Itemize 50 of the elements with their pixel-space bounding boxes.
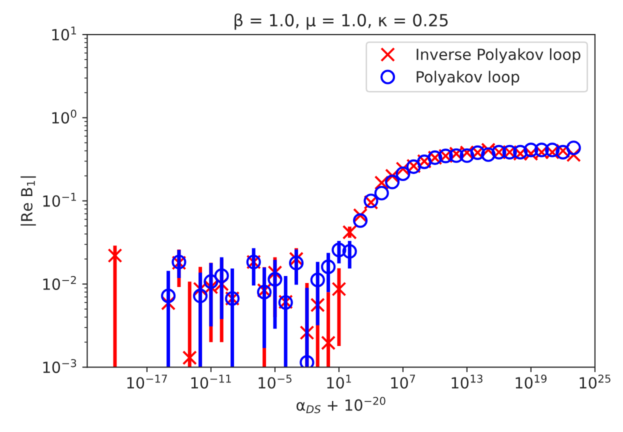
x-tick-label: 10$^{−5}$ (258, 374, 292, 389)
point (193, 288, 208, 304)
point (161, 296, 176, 310)
point (268, 272, 282, 287)
point (268, 265, 282, 280)
point (300, 325, 314, 340)
point (396, 166, 410, 182)
y-tick-label: 10$^{−1}$ (43, 192, 76, 207)
y-tick-label: 10$^{1}$ (52, 26, 76, 40)
y-tick-label: 10$^{−2}$ (43, 276, 76, 290)
legend-label: Polyakov loop (416, 70, 520, 86)
x-tick-label: 10$^{7}$ (391, 374, 415, 389)
x-tick-label: 10$^{−11}$ (191, 374, 231, 389)
chart-title: β = 1.0, μ = 1.0, κ = 0.25 (234, 13, 448, 30)
point (289, 256, 304, 270)
x-tick-label: 10$^{−17}$ (127, 374, 167, 389)
point (353, 208, 368, 223)
point (161, 288, 176, 304)
point (300, 355, 314, 368)
point (374, 186, 389, 200)
point (310, 272, 325, 288)
point (332, 282, 346, 296)
point (353, 213, 368, 228)
point (214, 268, 229, 283)
point (342, 244, 357, 259)
point (321, 260, 336, 274)
point (385, 168, 400, 184)
point (204, 274, 218, 289)
x-tick-label: 10$^{1}$ (327, 374, 351, 389)
point (566, 140, 581, 156)
y-tick-label: 10$^{−3}$ (43, 359, 76, 374)
point (566, 148, 581, 162)
point (289, 252, 304, 266)
y-axis-title: |Re B$_{1}$| (20, 176, 36, 226)
point (332, 242, 346, 258)
x-tick-label: 10$^{25}$ (580, 374, 610, 389)
point (321, 336, 336, 350)
point (342, 224, 357, 240)
point (460, 148, 474, 163)
point (481, 147, 496, 162)
point (374, 176, 389, 190)
legend-label: Inverse Polyakov loop (416, 48, 580, 64)
point (310, 298, 325, 312)
x-tick-label: 10$^{13}$ (452, 374, 482, 389)
point (182, 350, 197, 366)
point (524, 142, 538, 158)
x-axis-title: α$_{DS}$ + 10$^{−20}$ (296, 396, 386, 414)
y-tick-label: 10$^{0}$ (52, 110, 76, 124)
point (385, 174, 400, 190)
x-tick-label: 10$^{19}$ (516, 374, 547, 389)
